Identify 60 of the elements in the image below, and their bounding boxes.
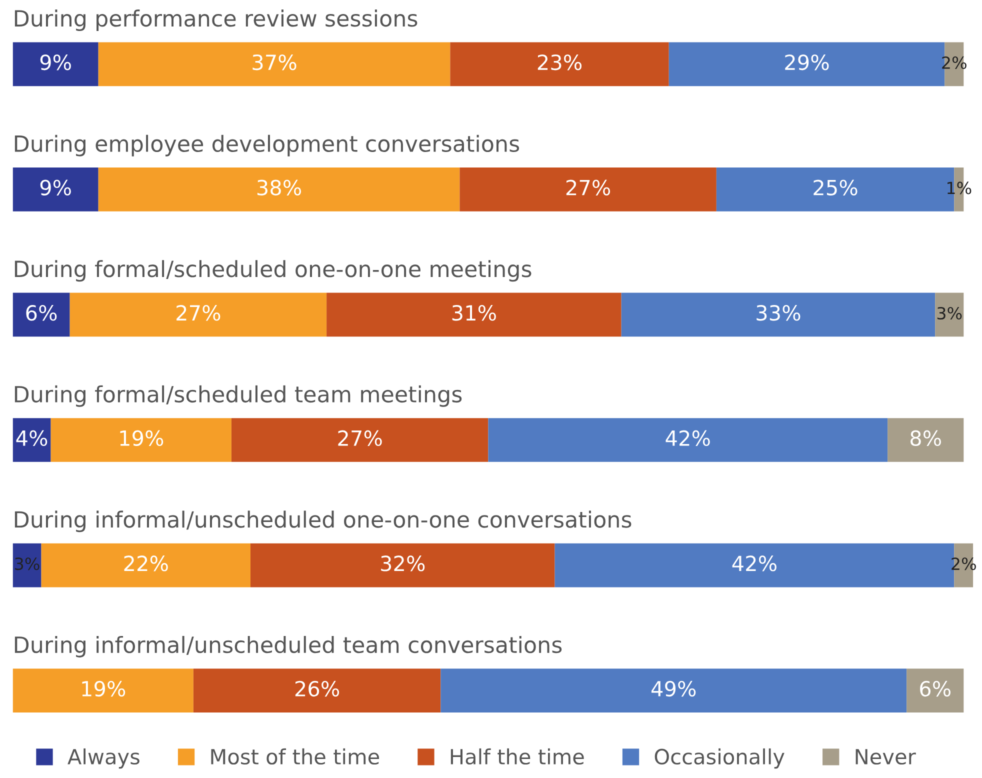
- bar: [98, 168, 460, 212]
- y-tick-label: During employee development conversations: [14, 134, 520, 156]
- bar: [193, 668, 441, 712]
- bar: [70, 292, 327, 337]
- data-label: 27%: [338, 430, 382, 446]
- bar: [935, 292, 964, 337]
- data-label: 6%: [26, 304, 57, 321]
- y-tick-label: During performance review sessions: [14, 10, 418, 32]
- bar: [250, 543, 555, 588]
- legend-label: Most of the time: [211, 748, 380, 765]
- legend-label: Always: [68, 748, 140, 769]
- bar: [906, 668, 964, 712]
- data-label: 29%: [785, 54, 829, 70]
- data-label: 25%: [814, 180, 858, 196]
- data-label: 42%: [666, 430, 710, 446]
- bar: [12, 42, 98, 86]
- data-label: 37%: [252, 54, 296, 70]
- bar: [621, 292, 936, 337]
- data-label: 6%: [920, 680, 950, 697]
- data-label: 27%: [176, 304, 220, 321]
- y-tick-label: During formal/scheduled one-on-one meetings: [14, 260, 532, 282]
- bar: [50, 418, 232, 462]
- data-label: 42%: [732, 556, 776, 572]
- data-label: 3%: [937, 306, 962, 320]
- data-label: 9%: [40, 180, 71, 196]
- data-label: 32%: [381, 556, 425, 572]
- bar: [12, 418, 51, 462]
- data-label: 27%: [566, 180, 610, 196]
- data-label: 19%: [82, 680, 126, 697]
- data-label: 31%: [452, 304, 496, 321]
- data-label: 8%: [910, 430, 941, 446]
- bar: [326, 292, 622, 337]
- bar: [440, 668, 907, 712]
- bar: [98, 42, 450, 86]
- data-label: 26%: [295, 680, 340, 697]
- data-label: 38%: [257, 180, 302, 196]
- bar: [488, 418, 888, 462]
- data-label: 22%: [124, 556, 168, 572]
- legend-label: Never: [856, 749, 916, 765]
- bar: [12, 168, 98, 212]
- data-label: 9%: [40, 54, 71, 70]
- bar: [12, 543, 42, 588]
- bar: [12, 292, 70, 337]
- bar: [460, 168, 716, 212]
- data-label: 49%: [652, 680, 696, 697]
- data-label: 23%: [538, 54, 582, 70]
- bar: [41, 543, 250, 588]
- data-label: 19%: [120, 430, 164, 446]
- bar: [450, 42, 669, 86]
- data-label: 4%: [16, 430, 48, 446]
- bar: [231, 418, 488, 462]
- bar: [12, 668, 194, 712]
- legend-label: Half the time: [450, 748, 584, 765]
- data-label: 3%: [15, 557, 40, 570]
- data-label: 33%: [756, 304, 800, 321]
- y-tick-label: During informal/unscheduled one-on-one conversations: [14, 510, 632, 532]
- bar: [888, 418, 964, 462]
- y-tick-label: During informal/unscheduled team conversations: [14, 636, 562, 658]
- legend-label: Occasionally: [654, 748, 784, 769]
- y-tick-label: During formal/scheduled team meetings: [14, 385, 462, 407]
